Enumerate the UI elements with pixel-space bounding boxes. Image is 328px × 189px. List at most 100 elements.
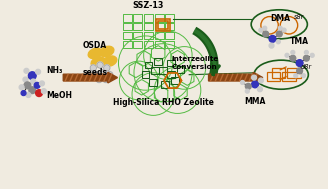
Text: NH₃: NH₃ bbox=[46, 66, 62, 75]
Circle shape bbox=[23, 77, 28, 82]
Bar bbox=[158, 21, 168, 29]
Circle shape bbox=[278, 26, 282, 30]
Circle shape bbox=[21, 91, 26, 95]
Circle shape bbox=[269, 43, 274, 48]
Circle shape bbox=[240, 81, 244, 84]
Bar bbox=[155, 23, 164, 30]
Circle shape bbox=[263, 26, 267, 30]
Bar bbox=[154, 58, 162, 64]
Circle shape bbox=[245, 89, 249, 93]
Circle shape bbox=[93, 72, 99, 78]
Circle shape bbox=[19, 85, 24, 90]
Circle shape bbox=[277, 40, 280, 44]
Circle shape bbox=[29, 87, 36, 94]
Bar bbox=[167, 60, 174, 67]
Circle shape bbox=[104, 65, 110, 71]
Text: OSDA: OSDA bbox=[83, 41, 107, 50]
Bar bbox=[133, 14, 142, 22]
Circle shape bbox=[107, 72, 113, 78]
Bar bbox=[165, 41, 174, 48]
Bar bbox=[144, 41, 153, 48]
Ellipse shape bbox=[88, 48, 102, 59]
Circle shape bbox=[294, 74, 298, 78]
Circle shape bbox=[291, 50, 295, 54]
Ellipse shape bbox=[254, 60, 308, 89]
Bar bbox=[165, 23, 174, 30]
Text: SSZ-13: SSZ-13 bbox=[133, 1, 164, 10]
Bar bbox=[123, 32, 132, 39]
Circle shape bbox=[303, 55, 309, 61]
Circle shape bbox=[252, 81, 258, 88]
Text: d8r: d8r bbox=[300, 64, 312, 70]
Circle shape bbox=[36, 69, 40, 74]
Text: MeOH: MeOH bbox=[46, 91, 72, 100]
Text: DMA: DMA bbox=[270, 14, 290, 23]
Circle shape bbox=[24, 82, 31, 89]
Bar bbox=[123, 23, 132, 30]
Bar bbox=[156, 19, 170, 31]
Circle shape bbox=[296, 60, 303, 67]
Bar bbox=[133, 32, 142, 39]
FancyArrow shape bbox=[63, 72, 117, 83]
Bar bbox=[159, 67, 167, 74]
Bar bbox=[272, 68, 285, 78]
Ellipse shape bbox=[100, 46, 114, 57]
Bar bbox=[287, 68, 300, 78]
Bar bbox=[133, 23, 142, 30]
Circle shape bbox=[282, 28, 286, 32]
Bar bbox=[155, 41, 164, 48]
Circle shape bbox=[310, 53, 314, 57]
Bar bbox=[133, 41, 142, 48]
Circle shape bbox=[301, 74, 305, 78]
Bar bbox=[144, 32, 153, 39]
Bar bbox=[123, 14, 132, 22]
Bar bbox=[144, 23, 153, 30]
Circle shape bbox=[269, 36, 276, 42]
Circle shape bbox=[24, 68, 29, 73]
Bar bbox=[150, 79, 157, 86]
Circle shape bbox=[258, 78, 263, 83]
Circle shape bbox=[34, 82, 40, 88]
Circle shape bbox=[290, 55, 296, 61]
Bar bbox=[171, 77, 178, 84]
Ellipse shape bbox=[251, 10, 307, 39]
Text: Interzeolite
Conversion: Interzeolite Conversion bbox=[171, 56, 219, 70]
Circle shape bbox=[40, 81, 44, 86]
Bar bbox=[123, 41, 132, 48]
Circle shape bbox=[277, 31, 282, 37]
Bar bbox=[165, 14, 174, 22]
Circle shape bbox=[252, 75, 256, 80]
Bar bbox=[282, 72, 296, 81]
Circle shape bbox=[259, 28, 263, 32]
Ellipse shape bbox=[103, 56, 117, 66]
Circle shape bbox=[245, 83, 251, 89]
Circle shape bbox=[100, 70, 106, 76]
Circle shape bbox=[285, 53, 289, 57]
Circle shape bbox=[29, 72, 36, 80]
Bar bbox=[145, 62, 153, 68]
Bar bbox=[144, 14, 153, 22]
Text: TMA: TMA bbox=[290, 37, 309, 46]
Circle shape bbox=[257, 87, 262, 92]
Circle shape bbox=[103, 76, 109, 83]
Circle shape bbox=[41, 89, 46, 94]
Text: seeds: seeds bbox=[83, 68, 108, 77]
Bar bbox=[176, 67, 184, 73]
Circle shape bbox=[36, 90, 42, 97]
FancyArrow shape bbox=[209, 72, 263, 83]
Circle shape bbox=[96, 76, 102, 83]
Circle shape bbox=[304, 50, 308, 54]
Circle shape bbox=[31, 79, 36, 84]
Bar bbox=[155, 14, 164, 22]
Bar bbox=[155, 32, 164, 39]
Circle shape bbox=[26, 93, 31, 98]
Bar bbox=[142, 71, 150, 78]
Bar bbox=[161, 81, 169, 88]
Bar bbox=[152, 67, 159, 74]
Text: s8r: s8r bbox=[294, 14, 304, 20]
Ellipse shape bbox=[91, 57, 105, 67]
Circle shape bbox=[90, 65, 96, 71]
Bar bbox=[167, 71, 174, 78]
Bar bbox=[165, 32, 174, 39]
Circle shape bbox=[263, 31, 269, 37]
